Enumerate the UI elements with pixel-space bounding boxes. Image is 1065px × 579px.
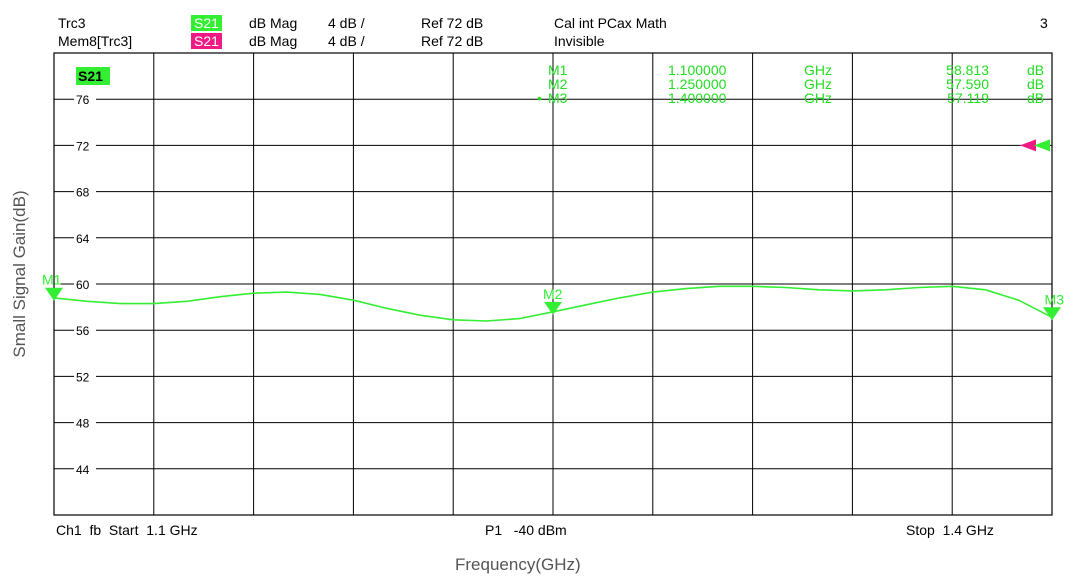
marker-readout-unit: GHz xyxy=(804,76,832,92)
tick-label-bg xyxy=(74,230,96,245)
marker-readout-id: M3 xyxy=(548,90,568,106)
marker-readout-value: 57.590 xyxy=(946,76,989,92)
marker-triangle-m2 xyxy=(544,301,562,315)
tick-label-bg xyxy=(74,369,96,384)
tick-label-bg xyxy=(74,461,96,476)
y-tick-label: 48 xyxy=(76,417,90,431)
channel-number: 3 xyxy=(1040,15,1048,31)
y-axis-title: Small Signal Gain(dB) xyxy=(10,190,29,358)
tick-label-bg xyxy=(74,415,96,430)
marker-readout-value-unit: dB xyxy=(1027,62,1044,78)
marker-readout-id: M1 xyxy=(548,62,568,78)
param-tag-memory[interactable]: S21 xyxy=(191,33,222,49)
trace-label-box xyxy=(76,67,110,85)
marker-triangle-m3 xyxy=(1043,307,1061,321)
y-tick-label: 64 xyxy=(76,232,90,246)
format-label: dB Mag xyxy=(249,15,298,31)
scale-label: 4 dB / xyxy=(328,15,365,31)
footer-start: Ch1 fb Start 1.1 GHz xyxy=(56,522,198,538)
tick-label-bg xyxy=(74,138,96,153)
marker-readout-freq: 1.100000 xyxy=(668,62,727,78)
tick-label-bg xyxy=(74,277,96,291)
y-tick-label: 72 xyxy=(76,139,90,153)
memory-status: Invisible xyxy=(554,33,605,49)
marker-readout-freq: 1.250000 xyxy=(668,76,727,92)
memory-format-label: dB Mag xyxy=(249,33,298,49)
ref-arrow-memory xyxy=(1020,139,1036,152)
marker-label-m3: M3 xyxy=(1045,291,1065,307)
memory-ref-label: Ref 72 dB xyxy=(421,33,484,49)
y-tick-label: 56 xyxy=(76,324,90,338)
marker-readout-unit: GHz xyxy=(804,62,832,78)
marker-readout-id: M2 xyxy=(548,76,568,92)
y-tick-label: 68 xyxy=(76,186,90,200)
marker-readout-unit: GHz xyxy=(804,90,832,106)
tick-label-bg xyxy=(74,184,96,199)
tick-label-bg xyxy=(74,92,96,107)
trace-name: Trc3 xyxy=(58,15,86,31)
memory-scale-label: 4 dB / xyxy=(328,33,365,49)
trace-label: S21 xyxy=(78,68,103,84)
y-tick-label: 60 xyxy=(76,278,90,292)
marker-triangle-m1 xyxy=(45,287,63,301)
marker-active-dot: • xyxy=(537,90,542,106)
footer-stop: Stop 1.4 GHz xyxy=(906,522,994,538)
ref-arrow-trace xyxy=(1034,139,1050,152)
x-axis-title: Frequency(GHz) xyxy=(455,555,581,574)
memory-trace-name: Mem8[Trc3] xyxy=(58,33,133,49)
marker-label-m2: M2 xyxy=(543,286,563,302)
ref-label: Ref 72 dB xyxy=(421,15,484,31)
tick-label-bg xyxy=(74,323,96,338)
marker-label-m1: M1 xyxy=(42,272,62,288)
footer-power: P1 -40 dBm xyxy=(485,522,567,538)
y-tick-label: 52 xyxy=(76,370,90,384)
y-tick-label: 76 xyxy=(76,93,90,107)
cal-status: Cal int PCax Math xyxy=(554,15,667,31)
param-tag-trace[interactable]: S21 xyxy=(191,15,222,31)
marker-readout-value-unit: dB xyxy=(1027,90,1044,106)
marker-readout-value: 58.813 xyxy=(946,62,989,78)
y-tick-label: 44 xyxy=(76,463,90,477)
marker-readout-value: 57.119 xyxy=(947,90,989,106)
marker-readout-freq: 1.400000 xyxy=(668,90,727,106)
marker-readout-value-unit: dB xyxy=(1027,76,1044,92)
